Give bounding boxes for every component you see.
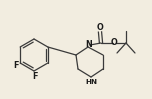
- Text: N: N: [86, 40, 92, 49]
- Text: O: O: [111, 38, 117, 47]
- Text: HN: HN: [85, 79, 97, 85]
- Text: F: F: [32, 72, 38, 81]
- Text: F: F: [14, 60, 19, 69]
- Text: O: O: [97, 22, 103, 31]
